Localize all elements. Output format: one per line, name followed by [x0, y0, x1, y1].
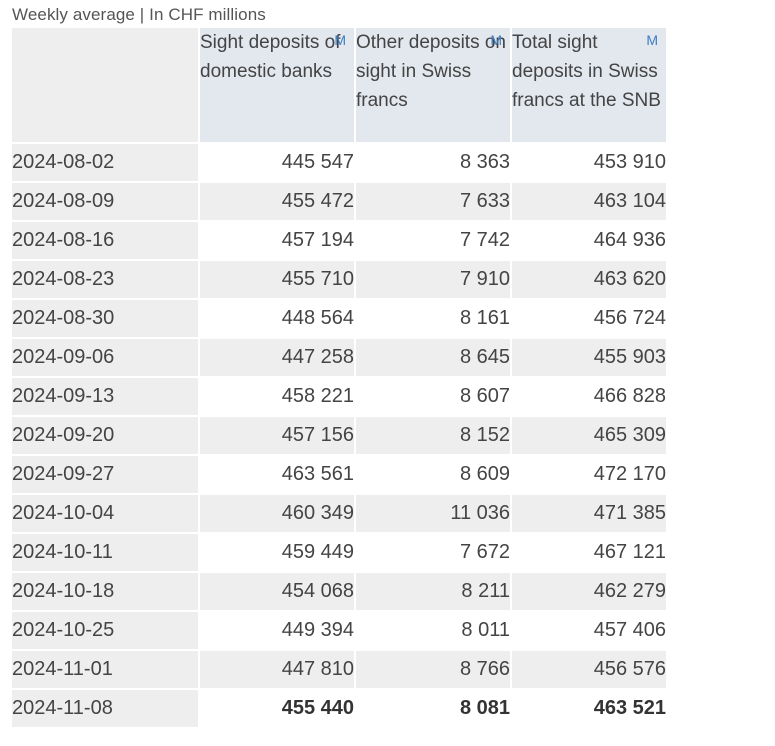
- row-date-cell: 2024-09-20: [12, 417, 198, 454]
- table-caption: Weekly average | In CHF millions: [12, 5, 266, 24]
- domestic-banks-value-cell: 448 564: [200, 300, 354, 337]
- domestic-banks-value-cell: 454 068: [200, 573, 354, 610]
- column-header-label: Other deposits on sight in Swiss francs: [356, 32, 506, 111]
- other-deposits-value-cell: 7 672: [356, 534, 510, 571]
- other-deposits-value-cell: 8 609: [356, 456, 510, 493]
- other-deposits-value-cell: 8 081: [356, 690, 510, 727]
- total-deposits-value-cell: 464 936: [512, 222, 666, 259]
- domestic-banks-value-cell: 460 349: [200, 495, 354, 532]
- table-row: 2024-09-27 463 561 8 609 472 170: [12, 456, 666, 493]
- other-deposits-value-cell: 8 766: [356, 651, 510, 688]
- table-row: 2024-10-11 459 449 7 672 467 121: [12, 534, 666, 571]
- row-date-cell: 2024-08-30: [12, 300, 198, 337]
- table-row: 2024-11-08 455 440 8 081 463 521: [12, 690, 666, 727]
- total-deposits-value-cell: 462 279: [512, 573, 666, 610]
- column-header-other-deposits: Other deposits on sight in Swiss francs …: [356, 28, 510, 142]
- row-date-cell: 2024-11-01: [12, 651, 198, 688]
- table-row: 2024-09-06 447 258 8 645 455 903: [12, 339, 666, 376]
- column-header-label: Sight deposits of domestic banks: [200, 32, 341, 82]
- total-deposits-value-cell: 456 724: [512, 300, 666, 337]
- total-deposits-value-cell: 456 576: [512, 651, 666, 688]
- domestic-banks-value-cell: 445 547: [200, 144, 354, 181]
- domestic-banks-value-cell: 455 472: [200, 183, 354, 220]
- row-date-cell: 2024-09-27: [12, 456, 198, 493]
- table-row: 2024-08-16 457 194 7 742 464 936: [12, 222, 666, 259]
- domestic-banks-value-cell: 455 710: [200, 261, 354, 298]
- row-date-cell: 2024-11-08: [12, 690, 198, 727]
- column-header-total-sight-deposits: Total sight deposits in Swiss francs at …: [512, 28, 666, 142]
- other-deposits-value-cell: 8 152: [356, 417, 510, 454]
- domestic-banks-value-cell: 447 258: [200, 339, 354, 376]
- domestic-banks-value-cell: 457 156: [200, 417, 354, 454]
- total-deposits-value-cell: 457 406: [512, 612, 666, 649]
- table-row: 2024-10-04 460 349 11 036 471 385: [12, 495, 666, 532]
- total-deposits-value-cell: 465 309: [512, 417, 666, 454]
- domestic-banks-value-cell: 455 440: [200, 690, 354, 727]
- total-deposits-value-cell: 463 104: [512, 183, 666, 220]
- total-deposits-value-cell: 463 620: [512, 261, 666, 298]
- other-deposits-value-cell: 8 645: [356, 339, 510, 376]
- table-row: 2024-08-09 455 472 7 633 463 104: [12, 183, 666, 220]
- header-row: Sight deposits of domestic banks M Other…: [12, 28, 666, 142]
- domestic-banks-value-cell: 449 394: [200, 612, 354, 649]
- other-deposits-value-cell: 8 607: [356, 378, 510, 415]
- table-row: 2024-11-01 447 810 8 766 456 576: [12, 651, 666, 688]
- domestic-banks-value-cell: 447 810: [200, 651, 354, 688]
- table-row: 2024-08-02 445 547 8 363 453 910: [12, 144, 666, 181]
- other-deposits-value-cell: 11 036: [356, 495, 510, 532]
- row-date-cell: 2024-10-18: [12, 573, 198, 610]
- other-deposits-value-cell: 8 211: [356, 573, 510, 610]
- other-deposits-value-cell: 8 161: [356, 300, 510, 337]
- table-row: 2024-09-13 458 221 8 607 466 828: [12, 378, 666, 415]
- table-row: 2024-10-18 454 068 8 211 462 279: [12, 573, 666, 610]
- domestic-banks-value-cell: 463 561: [200, 456, 354, 493]
- total-deposits-value-cell: 472 170: [512, 456, 666, 493]
- total-deposits-value-cell: 471 385: [512, 495, 666, 532]
- row-date-cell: 2024-08-09: [12, 183, 198, 220]
- table-row: 2024-09-20 457 156 8 152 465 309: [12, 417, 666, 454]
- header-corner: [12, 28, 198, 142]
- total-deposits-value-cell: 453 910: [512, 144, 666, 181]
- total-deposits-value-cell: 466 828: [512, 378, 666, 415]
- table-body: 2024-08-02 445 547 8 363 453 910 2024-08-09 4…: [12, 144, 666, 727]
- other-deposits-value-cell: 7 633: [356, 183, 510, 220]
- other-deposits-value-cell: 8 011: [356, 612, 510, 649]
- sight-deposits-table: Sight deposits of domestic banks M Other…: [10, 26, 668, 729]
- domestic-banks-value-cell: 458 221: [200, 378, 354, 415]
- monthly-flag-link[interactable]: M: [646, 32, 658, 48]
- domestic-banks-value-cell: 457 194: [200, 222, 354, 259]
- table-row: 2024-08-30 448 564 8 161 456 724: [12, 300, 666, 337]
- row-date-cell: 2024-08-23: [12, 261, 198, 298]
- total-deposits-value-cell: 463 521: [512, 690, 666, 727]
- row-date-cell: 2024-09-06: [12, 339, 198, 376]
- other-deposits-value-cell: 7 742: [356, 222, 510, 259]
- other-deposits-value-cell: 7 910: [356, 261, 510, 298]
- total-deposits-value-cell: 455 903: [512, 339, 666, 376]
- row-date-cell: 2024-10-11: [12, 534, 198, 571]
- table-row: 2024-10-25 449 394 8 011 457 406: [12, 612, 666, 649]
- row-date-cell: 2024-10-04: [12, 495, 198, 532]
- column-header-domestic-banks: Sight deposits of domestic banks M: [200, 28, 354, 142]
- column-header-label: Total sight deposits in Swiss francs at …: [512, 32, 661, 111]
- monthly-flag-link[interactable]: M: [490, 32, 502, 48]
- table-row: 2024-08-23 455 710 7 910 463 620: [12, 261, 666, 298]
- row-date-cell: 2024-08-16: [12, 222, 198, 259]
- other-deposits-value-cell: 8 363: [356, 144, 510, 181]
- row-date-cell: 2024-08-02: [12, 144, 198, 181]
- domestic-banks-value-cell: 459 449: [200, 534, 354, 571]
- row-date-cell: 2024-09-13: [12, 378, 198, 415]
- total-deposits-value-cell: 467 121: [512, 534, 666, 571]
- row-date-cell: 2024-10-25: [12, 612, 198, 649]
- monthly-flag-link[interactable]: M: [334, 32, 346, 48]
